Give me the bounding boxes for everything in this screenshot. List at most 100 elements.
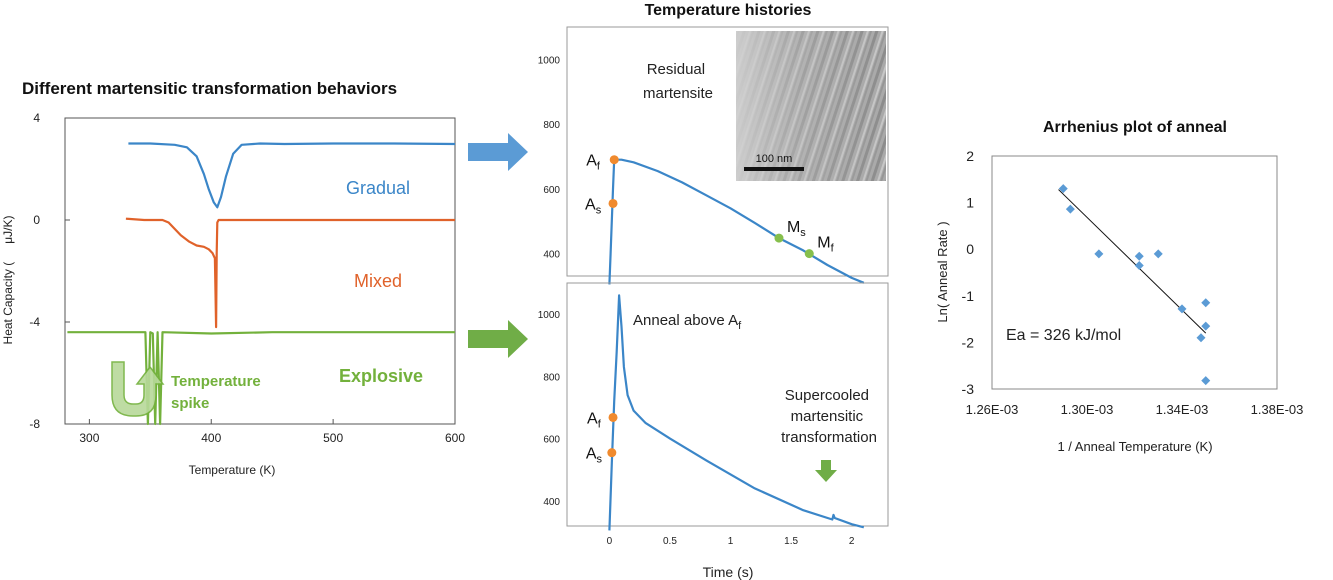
right-ytick-label: 2 <box>966 148 974 164</box>
supercooled-line2: martensitic <box>791 408 864 425</box>
inset-label-line1: Residual <box>647 61 705 78</box>
ea-annotation: Ea = 326 kJ/mol <box>1006 327 1121 344</box>
right-panel-title: Arrhenius plot of anneal <box>1043 119 1227 136</box>
inset-label: Residual martensite <box>643 61 713 102</box>
data-point <box>1201 376 1211 386</box>
marker-letter: A <box>586 446 597 463</box>
right-ytick-label: -1 <box>962 288 975 304</box>
down-arrow-icon <box>815 460 837 482</box>
right-ytick-label: 1 <box>966 195 974 211</box>
right-xtick-label: 1.30E-03 <box>1061 402 1114 417</box>
left-ytick-label: -4 <box>29 315 40 329</box>
top-ytick-label: 600 <box>543 185 560 196</box>
right-ytick-label: -2 <box>962 334 975 350</box>
right-xtick-label: 1.38E-03 <box>1251 402 1304 417</box>
marker-subscript: f <box>598 418 602 430</box>
right-xlabel: 1 / Anneal Temperature (K) <box>1057 439 1212 454</box>
marker-subscript: f <box>597 161 601 173</box>
left-panel-title: Different martensitic transformation beh… <box>22 79 397 98</box>
center-xlabel: Time (s) <box>703 564 754 580</box>
right-series <box>1058 184 1211 386</box>
data-point <box>1094 249 1104 259</box>
left-ytick-label: -8 <box>29 417 40 431</box>
marker-letter: M <box>817 235 830 252</box>
scalebar <box>744 167 804 171</box>
left-xlabel: Temperature (K) <box>189 463 276 477</box>
data-point <box>1058 184 1068 194</box>
marker-label-As: As <box>586 446 603 466</box>
spike-label: Temperature spike <box>171 373 265 412</box>
marker-subscript: s <box>800 227 806 239</box>
supercooled-label: Supercooled martensitic transformation <box>781 387 877 446</box>
marker-label-Ms: Ms <box>787 219 806 239</box>
marker-label-As: As <box>585 196 602 216</box>
left-plot-frame <box>64 117 456 425</box>
series-label-gradual: Gradual <box>346 178 410 198</box>
marker-As <box>608 198 618 208</box>
left-ylabel-main: Heat Capacity ( <box>1 262 15 345</box>
u-turn-arrow-icon <box>111 361 165 417</box>
left-xtick-label: 400 <box>201 431 221 445</box>
marker-Mf <box>804 249 814 259</box>
right-arrow-icon <box>468 133 528 171</box>
tem-inset: 100 nm <box>736 31 886 181</box>
left-xtick-label: 600 <box>445 431 465 445</box>
anneal-label-sub: f <box>738 320 742 332</box>
left-ylabel-unit: μJ/K) <box>1 216 15 244</box>
left-xtick-label: 300 <box>79 431 99 445</box>
left-xtick-label: 500 <box>323 431 343 445</box>
marker-subscript: f <box>831 243 835 255</box>
top-plot-frame <box>566 26 889 277</box>
marker-letter: A <box>585 196 596 213</box>
data-point <box>1134 261 1144 271</box>
right-plot-frame <box>991 155 1278 390</box>
right-ylabel-group: Ln( Anneal Rate ) <box>935 221 950 322</box>
series-gradual <box>128 142 456 209</box>
marker-subscript: s <box>596 204 602 216</box>
bottom-xtick-label: 1 <box>728 536 734 547</box>
top-axes: 1000 800 600 400 <box>538 55 561 260</box>
data-point <box>1196 333 1206 343</box>
data-point <box>1153 249 1163 259</box>
center-panel-title: Temperature histories <box>645 2 812 19</box>
bottom-xtick-label: 0.5 <box>663 536 677 547</box>
right-xtick-label: 1.26E-03 <box>966 402 1019 417</box>
marker-subscript: s <box>596 454 602 466</box>
data-point <box>1201 298 1211 308</box>
series-explosive <box>67 331 455 426</box>
right-arrow-icon <box>468 320 528 358</box>
top-ytick-label: 400 <box>543 250 560 261</box>
data-point <box>1177 304 1187 314</box>
right-ylabel: Ln( Anneal Rate ) <box>935 221 950 322</box>
left-ytick-label: 4 <box>33 111 40 125</box>
series-mixed <box>125 217 455 329</box>
spike-label-line2: spike <box>171 395 209 412</box>
left-ylabel: Heat Capacity ( μJ/K) <box>1 216 15 345</box>
left-axes: 300 400 500 600 4 0 -4 -8 <box>29 111 465 445</box>
bottom-ytick-label: 1000 <box>538 310 561 321</box>
bottom-xtick-label: 1.5 <box>784 536 798 547</box>
supercooled-line1: Supercooled <box>785 387 869 404</box>
series-bottom-curve <box>608 294 865 531</box>
right-xtick-label: 1.34E-03 <box>1156 402 1209 417</box>
scalebar-label: 100 nm <box>756 153 793 165</box>
bottom-xtick-label: 2 <box>849 536 855 547</box>
left-series <box>67 142 456 426</box>
spike-label-line1: Temperature <box>171 373 261 390</box>
marker-letter: A <box>586 153 597 170</box>
data-point <box>1065 204 1075 214</box>
left-ylabel-group: Heat Capacity ( μJ/K) <box>1 216 15 345</box>
right-ytick-label: 0 <box>966 241 974 257</box>
inset-label-line2: martensite <box>643 85 713 102</box>
data-point <box>1134 251 1144 261</box>
right-ytick-label: -3 <box>962 381 975 397</box>
bottom-plot-frame <box>566 282 889 527</box>
marker-letter: A <box>587 410 598 427</box>
marker-label-Af: Af <box>586 153 601 173</box>
series-label-explosive: Explosive <box>339 366 423 386</box>
marker-label-Af: Af <box>587 410 602 430</box>
marker-Af <box>609 155 619 165</box>
